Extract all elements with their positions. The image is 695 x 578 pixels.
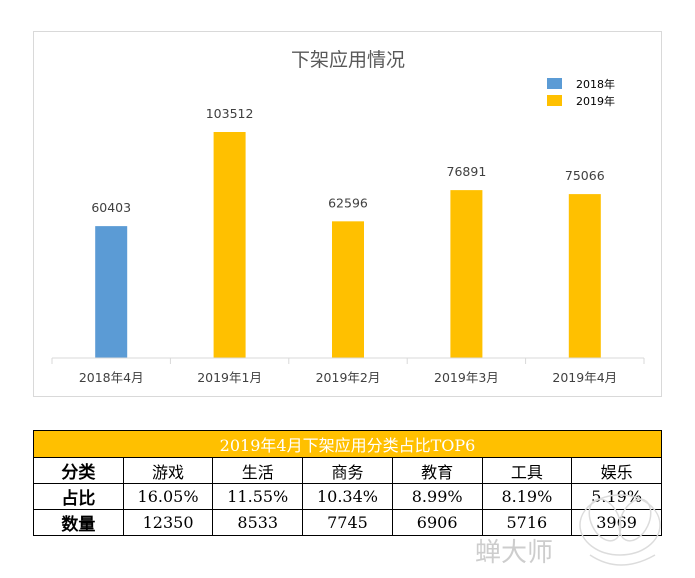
table-cell: 5716	[481, 509, 573, 536]
bar	[95, 226, 128, 358]
x-tick-label: 2018年4月	[79, 370, 144, 385]
x-tick-label: 2019年2月	[316, 370, 381, 385]
bar	[450, 190, 483, 358]
bar-value-label: 103512	[206, 106, 254, 121]
x-tick-label: 2019年4月	[552, 370, 617, 385]
bar-value-label: 75066	[565, 168, 605, 183]
table-cell: 7745	[302, 509, 393, 536]
legend-label: 2018年	[576, 77, 615, 91]
bar-value-label: 60403	[91, 200, 131, 215]
table-cell: 工具	[481, 457, 573, 484]
bar-value-label: 76891	[447, 164, 487, 179]
table-cell: 6906	[391, 509, 483, 536]
legend-label: 2019年	[576, 94, 615, 108]
bar	[213, 132, 246, 358]
table-title-row: 2019年4月下架应用分类占比TOP6	[33, 430, 662, 458]
bar	[332, 221, 364, 358]
table-cell: 8533	[212, 509, 304, 536]
row-header: 占比	[33, 483, 124, 510]
x-axis-ticks: 2018年4月 2019年1月 2019年2月 2019年3月 2019年4月	[51, 358, 645, 385]
category-share-table: 2019年4月下架应用分类占比TOP6 分类 游戏 生活 商务 教育 工具 娱乐…	[33, 430, 662, 536]
chart-legend: 2018年 2019年	[547, 77, 615, 108]
table-cell: 10.34%	[302, 483, 393, 510]
table-cell: 游戏	[122, 457, 214, 484]
watermark-text: 蝉大师	[475, 538, 554, 568]
table-cell: 12350	[122, 509, 214, 536]
table-cell: 11.55%	[212, 483, 304, 510]
table-cell: 娱乐	[571, 457, 662, 484]
chart-title: 下架应用情况	[291, 49, 405, 71]
watermark-cicada-icon	[579, 494, 661, 566]
x-tick-label: 2019年3月	[434, 370, 499, 385]
table-cell: 16.05%	[122, 483, 214, 510]
row-header: 数量	[33, 509, 124, 536]
table-cell: 教育	[391, 457, 483, 484]
bar-value-label: 62596	[328, 195, 368, 210]
row-header: 分类	[33, 457, 124, 484]
x-tick-label: 2019年1月	[197, 370, 262, 385]
bar	[568, 194, 601, 358]
chart-frame: 下架应用情况 2018年 2019年 60403 103512 62596 76891 7…	[33, 31, 662, 397]
bar-chart: 下架应用情况 2018年 2019年 60403 103512 62596 76891 7…	[51, 49, 645, 385]
table-cell: 8.19%	[481, 483, 573, 510]
table-cell: 8.99%	[391, 483, 483, 510]
legend-swatch	[547, 78, 562, 89]
bars: 60403 103512 62596 76891 75066	[91, 106, 605, 358]
table-title: 2019年4月下架应用分类占比TOP6	[33, 430, 662, 458]
legend-swatch	[547, 95, 562, 106]
table-cell: 商务	[302, 457, 393, 484]
table-cell: 生活	[212, 457, 304, 484]
